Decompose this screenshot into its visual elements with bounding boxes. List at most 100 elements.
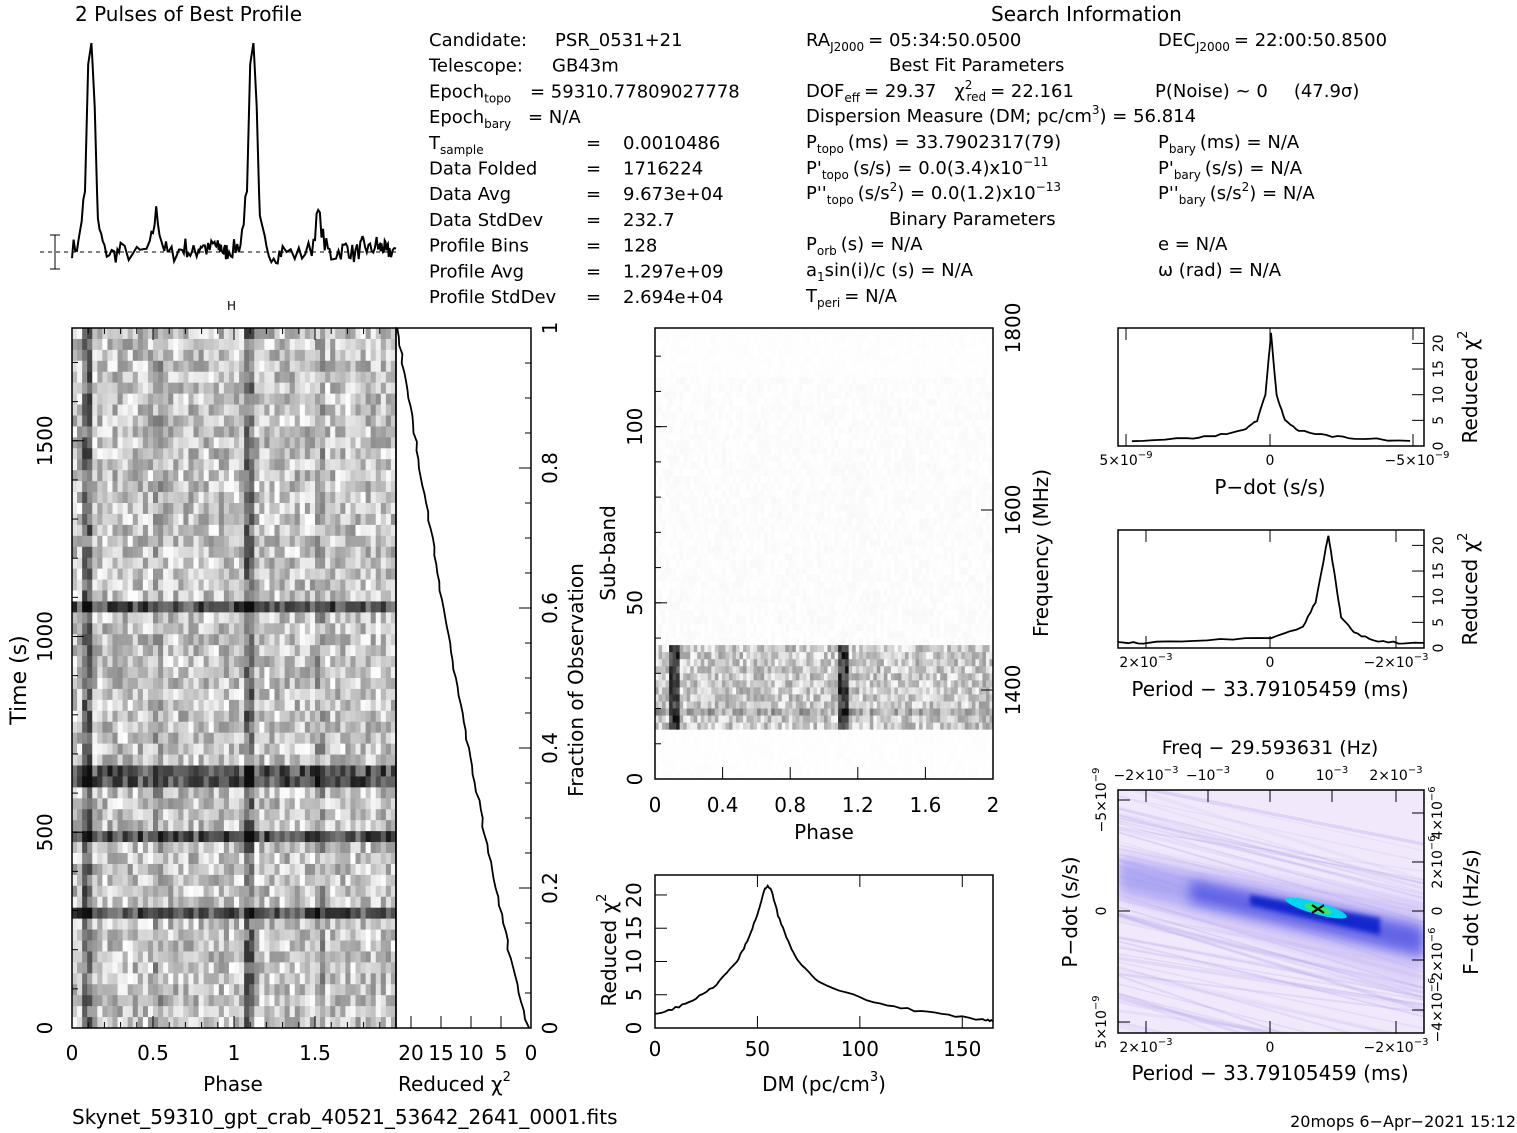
- ppdot-left-tick-label: −5×10−9: [1091, 768, 1110, 833]
- dm-y-tick-label: 20: [622, 882, 646, 907]
- ppdot-top-tick-label: −10−3: [1186, 765, 1230, 784]
- dm-y-tick-label: 15: [622, 915, 646, 940]
- fraction-tick-label: 0.6: [538, 592, 562, 624]
- search-info-title: Search Information: [991, 2, 1182, 26]
- ppdot-top-tick-label: 2×10−3: [1369, 765, 1422, 784]
- subband-phase-tick-label: 0: [649, 793, 662, 817]
- best-fit-header: Best Fit Parameters: [889, 55, 1064, 76]
- time-axis-label: Time (s): [7, 635, 32, 725]
- candidate-info: Candidate: PSR_0531+21 Telescope: GB43m Epoc…: [428, 30, 740, 308]
- dm-tick-label: 150: [943, 1037, 981, 1061]
- fraction-tick-label: 0.2: [538, 872, 562, 904]
- svg-text:P''topo(s/s2) = 0.0(1.2)x10−13: P''topo (s/s2) = 0.0(1.2)x10−13: [806, 180, 1061, 207]
- fraction-axis-label: Fraction of Observation: [564, 563, 588, 797]
- subband-phase-tick-label: 1.2: [842, 793, 874, 817]
- time-tick-label: 1000: [33, 611, 57, 662]
- candidate-info-eq: =: [586, 236, 601, 257]
- subband-tick-label: 0: [623, 773, 647, 786]
- svg-text:P'topo(s/s) = 0.0(3.4)x10−11: P'topo (s/s) = 0.0(3.4)x10−11: [806, 155, 1048, 182]
- redchi-time-plot: 20 15 10 5 000.20.40.60.81 Reduced χ2 Fracti…: [395, 322, 588, 1096]
- candidate-info-row: Data StdDev: [429, 210, 544, 231]
- subband-axis-label: Sub-band: [596, 505, 620, 601]
- period-tick-label: 2×10−3: [1119, 652, 1172, 671]
- candidate-info-value: = 59310.77809027778: [530, 81, 740, 102]
- candidate-info-row: Candidate:: [429, 30, 527, 51]
- fit-parameters: RAJ2000 = 05:34:50.0500 DECJ2000 = 22:00:5…: [805, 30, 1387, 310]
- tp-marker: H: [227, 299, 236, 313]
- candidate-info-row: Epochtopo: [429, 81, 511, 105]
- p-pdot-plane: Freq − 29.593631 (Hz) −2×10−3 −10−3 0 10−3 2…: [1058, 737, 1483, 1085]
- candidate-info-value: = N/A: [528, 107, 581, 128]
- svg-text:ω (rad) = N/A: ω (rad) = N/A: [1158, 260, 1282, 281]
- fraction-tick-label: 0.8: [538, 452, 562, 484]
- svg-text:Pbary(ms) = N/A: Pbary (ms) = N/A: [1158, 132, 1300, 156]
- dm-tick-label: 50: [745, 1037, 770, 1061]
- candidate-info-value: PSR_0531+21: [555, 30, 683, 51]
- fraction-tick-label: 0.4: [538, 732, 562, 764]
- phase-tick-label: 0.5: [137, 1041, 169, 1065]
- subband-phase-tick-label: 1.6: [909, 793, 941, 817]
- svg-text:Tperi= N/A: Tperi = N/A: [805, 286, 898, 310]
- pdot-tick-label: 5×10−9: [1099, 450, 1152, 469]
- pdot-y-label: Reduced χ2: [1456, 331, 1482, 444]
- candidate-info-eq: =: [586, 287, 601, 308]
- period-y-tick-label: 20: [1431, 536, 1447, 554]
- svg-text:DECJ2000= 22:00:50.8500: DECJ2000 = 22:00:50.8500: [1158, 30, 1387, 54]
- svg-text:Dispersion Measure (DM; pc/cm3: Dispersion Measure (DM; pc/cm3) = 56.814: [806, 103, 1196, 127]
- period-tick-label: −2×10−3: [1364, 652, 1429, 671]
- redchi-tick-label: 0: [525, 1041, 538, 1065]
- ppdot-right-tick-label: −4×10−6: [1427, 978, 1446, 1043]
- redchi-tick-label: 20: [398, 1041, 423, 1065]
- candidate-info-eq: =: [586, 261, 601, 282]
- svg-text:P'bary(s/s) = N/A: P'bary (s/s) = N/A: [1158, 158, 1303, 182]
- candidate-info-value: 232.7: [623, 210, 675, 231]
- redchi-x-label: Reduced χ2: [398, 1070, 511, 1096]
- time-phase-plot: 0 500 1000 1500 0 0.5 1 1.5 H Time (s) Phase: [7, 299, 397, 1096]
- candidate-info-value: 2.694e+04: [623, 287, 724, 308]
- ppdot-y2-label: F−dot (Hz/s): [1459, 849, 1483, 975]
- pdot-y-tick-label: 20: [1431, 334, 1447, 352]
- candidate-info-value: 0.0010486: [623, 133, 720, 154]
- svg-text:P(Noise) ~ 0(47.9σ): P(Noise) ~ 0 (47.9σ): [1155, 81, 1359, 102]
- phase-tick-label: 1: [228, 1041, 241, 1065]
- time-tick-label: 500: [33, 813, 57, 851]
- subband-phase-tick-label: 0.8: [774, 793, 806, 817]
- freq-tick-label: 1600: [1001, 485, 1025, 536]
- footer-filename: Skynet_59310_gpt_crab_40521_53642_2641_0…: [72, 1105, 618, 1129]
- candidate-info-row: Telescope:: [428, 56, 523, 77]
- profile-plot: [40, 42, 397, 270]
- candidate-info-value: 128: [623, 236, 657, 257]
- ppdot-right-tick-label: −2×10−6: [1427, 928, 1446, 993]
- dm-y-tick-label: 0: [622, 1022, 646, 1035]
- ppdot-right-tick-label: 0: [1430, 907, 1446, 916]
- redchi-tick-label: 5: [495, 1041, 508, 1065]
- pdot-tick-label: −5×10−9: [1385, 450, 1450, 469]
- subband-tick-label: 50: [623, 590, 647, 615]
- subband-tick-label: 100: [623, 408, 647, 446]
- ppdot-top-tick-label: −2×10−3: [1114, 765, 1179, 784]
- candidate-info-eq: =: [586, 133, 601, 154]
- svg-text:P''bary(s/s2) = N/A: P''bary (s/s2) = N/A: [1158, 180, 1315, 207]
- pdot-y-tick-label: 5: [1431, 416, 1447, 425]
- ppdot-bottom-tick-label: 0: [1266, 1040, 1275, 1056]
- pdot-y-tick-label: 15: [1431, 360, 1447, 378]
- period-y-label: Reduced χ2: [1456, 533, 1482, 646]
- frequency-axis-label: Frequency (MHz): [1029, 469, 1053, 637]
- dm-y-tick-label: 10: [622, 949, 646, 974]
- fraction-tick-label: 1: [538, 322, 562, 335]
- candidate-info-row: Data Avg: [429, 184, 511, 205]
- ppdot-right-tick-label: 2×10−6: [1427, 835, 1446, 888]
- dm-y-tick-label: 5: [622, 988, 646, 1001]
- ppdot-bottom-tick-label: −2×10−3: [1364, 1037, 1429, 1056]
- pdot-x-label: P−dot (s/s): [1214, 475, 1325, 499]
- tp-phase-label: Phase: [203, 1072, 263, 1096]
- ppdot-left-tick-label: 0: [1094, 907, 1110, 916]
- subband-phase-label: Phase: [794, 820, 854, 844]
- time-tick-label: 0: [33, 1022, 57, 1035]
- freq-tick-label: 1400: [1001, 665, 1025, 716]
- candidate-info-value: 1716224: [623, 159, 703, 180]
- candidate-info-row: Tsample: [428, 133, 484, 157]
